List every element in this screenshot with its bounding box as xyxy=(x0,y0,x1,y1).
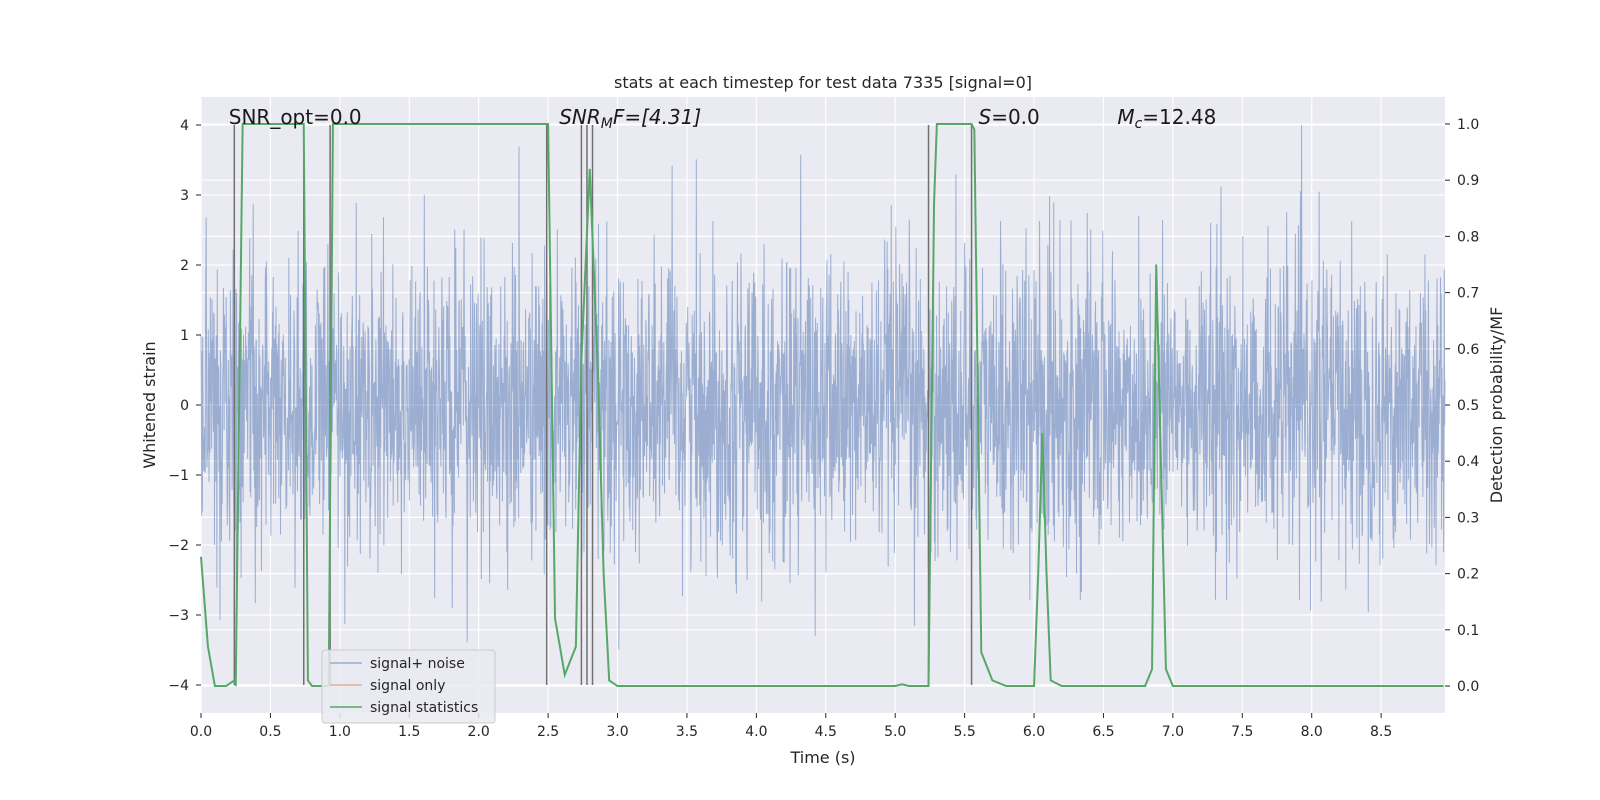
x-tick-label-12: 6.0 xyxy=(1023,724,1045,740)
x-tick-label-0: 0.0 xyxy=(190,724,212,740)
signal-statistics-series xyxy=(200,122,1444,688)
annotation-1: SNRMF=[4.31] xyxy=(559,105,701,132)
x-tick-label-16: 8.0 xyxy=(1301,724,1323,740)
y-right-tick-label-8: 0.8 xyxy=(1457,229,1479,245)
x-tick-label-8: 4.0 xyxy=(745,724,767,740)
y-left-tick-label-2: −2 xyxy=(168,538,189,554)
y-right-tick-label-7: 0.7 xyxy=(1457,286,1479,302)
x-tick-label-4: 2.0 xyxy=(468,724,490,740)
y-right-tick-label-9: 0.9 xyxy=(1457,173,1479,189)
annotation-2: S=0.0 xyxy=(979,105,1040,129)
x-tick-label-9: 4.5 xyxy=(815,724,837,740)
annotation-0: SNR_opt=0.0 xyxy=(229,105,362,129)
legend-label-stats: signal statistics xyxy=(370,700,478,716)
y-right-tick-label-6: 0.6 xyxy=(1457,342,1479,358)
y-right-tick-label-4: 0.4 xyxy=(1457,454,1479,470)
x-axis-ticks: 0.0 0.5 1.0 1.5 2.0 2.5 3.0 3.5 4.0 4.5 5.0 5.5 6.0 6… xyxy=(190,713,1392,740)
x-tick-label-15: 7.5 xyxy=(1231,724,1253,740)
legend-label-noise: signal+ noise xyxy=(370,656,465,672)
y-left-tick-label-1: −3 xyxy=(168,608,189,624)
legend: signal+ noise signal only signal statist… xyxy=(321,649,496,724)
x-tick-label-3: 1.5 xyxy=(398,724,420,740)
chart-title: stats at each timestep for test data 733… xyxy=(614,73,1032,92)
x-tick-label-2: 1.0 xyxy=(329,724,351,740)
y-right-tick-label-1: 0.1 xyxy=(1457,623,1479,639)
y-right-tick-label-0: 0.0 xyxy=(1457,679,1479,695)
y-axis-right-ticks: 0.0 0.1 0.2 0.3 0.4 0.5 0.6 0.7 0.8 0.9 1.0 xyxy=(1445,117,1479,695)
y-axis-right-label: Detection probability/MF xyxy=(1487,307,1506,504)
y-left-tick-label-0: −4 xyxy=(168,678,189,694)
x-tick-label-14: 7.0 xyxy=(1162,724,1184,740)
y-axis-left-label: Whitened strain xyxy=(140,341,159,468)
legend-box xyxy=(321,649,496,724)
annotations: SNR_opt=0.0 SNRMF=[4.31] S=0.0 Mc=12.48 xyxy=(229,105,1217,132)
x-tick-label-11: 5.5 xyxy=(953,724,975,740)
y-left-tick-label-5: 1 xyxy=(180,328,189,344)
legend-label-signal: signal only xyxy=(370,678,445,694)
x-tick-label-10: 5.0 xyxy=(884,724,906,740)
y-axis-left-ticks: −4 −3 −2 −1 0 1 2 3 4 xyxy=(168,118,201,694)
signal-statistics-line xyxy=(200,122,1444,688)
x-tick-label-5: 2.5 xyxy=(537,724,559,740)
signal-noise-line xyxy=(200,124,1446,650)
y-right-tick-label-2: 0.2 xyxy=(1457,567,1479,583)
y-left-tick-label-7: 3 xyxy=(180,188,189,204)
x-tick-label-1: 0.5 xyxy=(259,724,281,740)
x-tick-label-17: 8.5 xyxy=(1370,724,1392,740)
x-axis-label: Time (s) xyxy=(789,748,855,767)
y-left-tick-label-8: 4 xyxy=(180,118,189,134)
y-right-tick-label-5: 0.5 xyxy=(1457,398,1479,414)
y-left-tick-label-6: 2 xyxy=(180,258,189,274)
signal-noise-series xyxy=(200,124,1446,650)
x-tick-label-7: 3.5 xyxy=(676,724,698,740)
y-right-tick-label-10: 1.0 xyxy=(1457,117,1479,133)
y-left-tick-label-4: 0 xyxy=(180,398,189,414)
y-right-tick-label-3: 0.3 xyxy=(1457,510,1479,526)
annotation-3: Mc=12.48 xyxy=(1117,105,1216,132)
x-tick-label-13: 6.5 xyxy=(1092,724,1114,740)
y-left-tick-label-3: −1 xyxy=(168,468,189,484)
x-tick-label-6: 3.0 xyxy=(606,724,628,740)
